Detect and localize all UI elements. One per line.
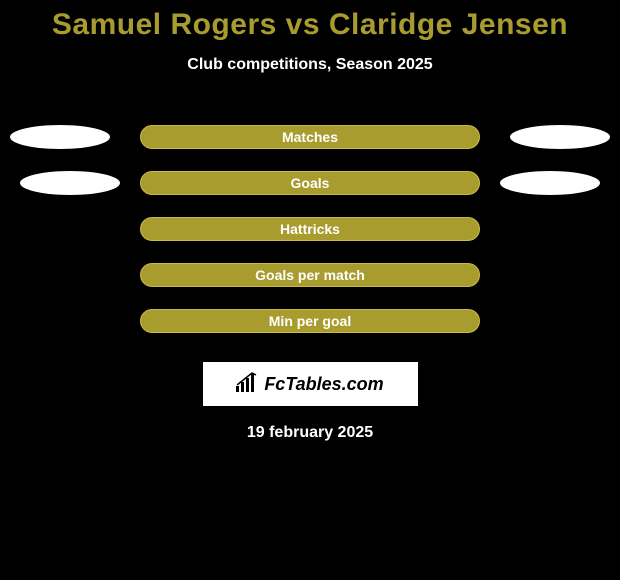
stats-rows: Matches Goals Hattricks Goals per match Min … [0,114,620,344]
stat-bar: Min per goal [140,309,480,333]
stat-label: Hattricks [280,221,340,237]
page-title: Samuel Rogers vs Claridge Jensen [0,0,620,42]
stat-row: Goals per match [0,252,620,298]
stat-bar: Goals per match [140,263,480,287]
left-value-ellipse [10,125,110,149]
brand-text: FcTables.com [264,374,383,395]
stat-row: Goals [0,160,620,206]
stat-bar: Goals [140,171,480,195]
stat-label: Goals [291,175,330,191]
stat-bar: Hattricks [140,217,480,241]
stat-label: Min per goal [269,313,351,329]
right-value-ellipse [510,125,610,149]
footer-date: 19 february 2025 [0,424,620,442]
stat-row: Hattricks [0,206,620,252]
stat-label: Matches [282,129,338,145]
right-value-ellipse [500,171,600,195]
brand-icon [236,372,260,397]
stat-row: Min per goal [0,298,620,344]
brand-box: FcTables.com [203,362,418,406]
left-value-ellipse [20,171,120,195]
stat-row: Matches [0,114,620,160]
stat-bar: Matches [140,125,480,149]
page-subtitle: Club competitions, Season 2025 [0,56,620,74]
stat-label: Goals per match [255,267,365,283]
